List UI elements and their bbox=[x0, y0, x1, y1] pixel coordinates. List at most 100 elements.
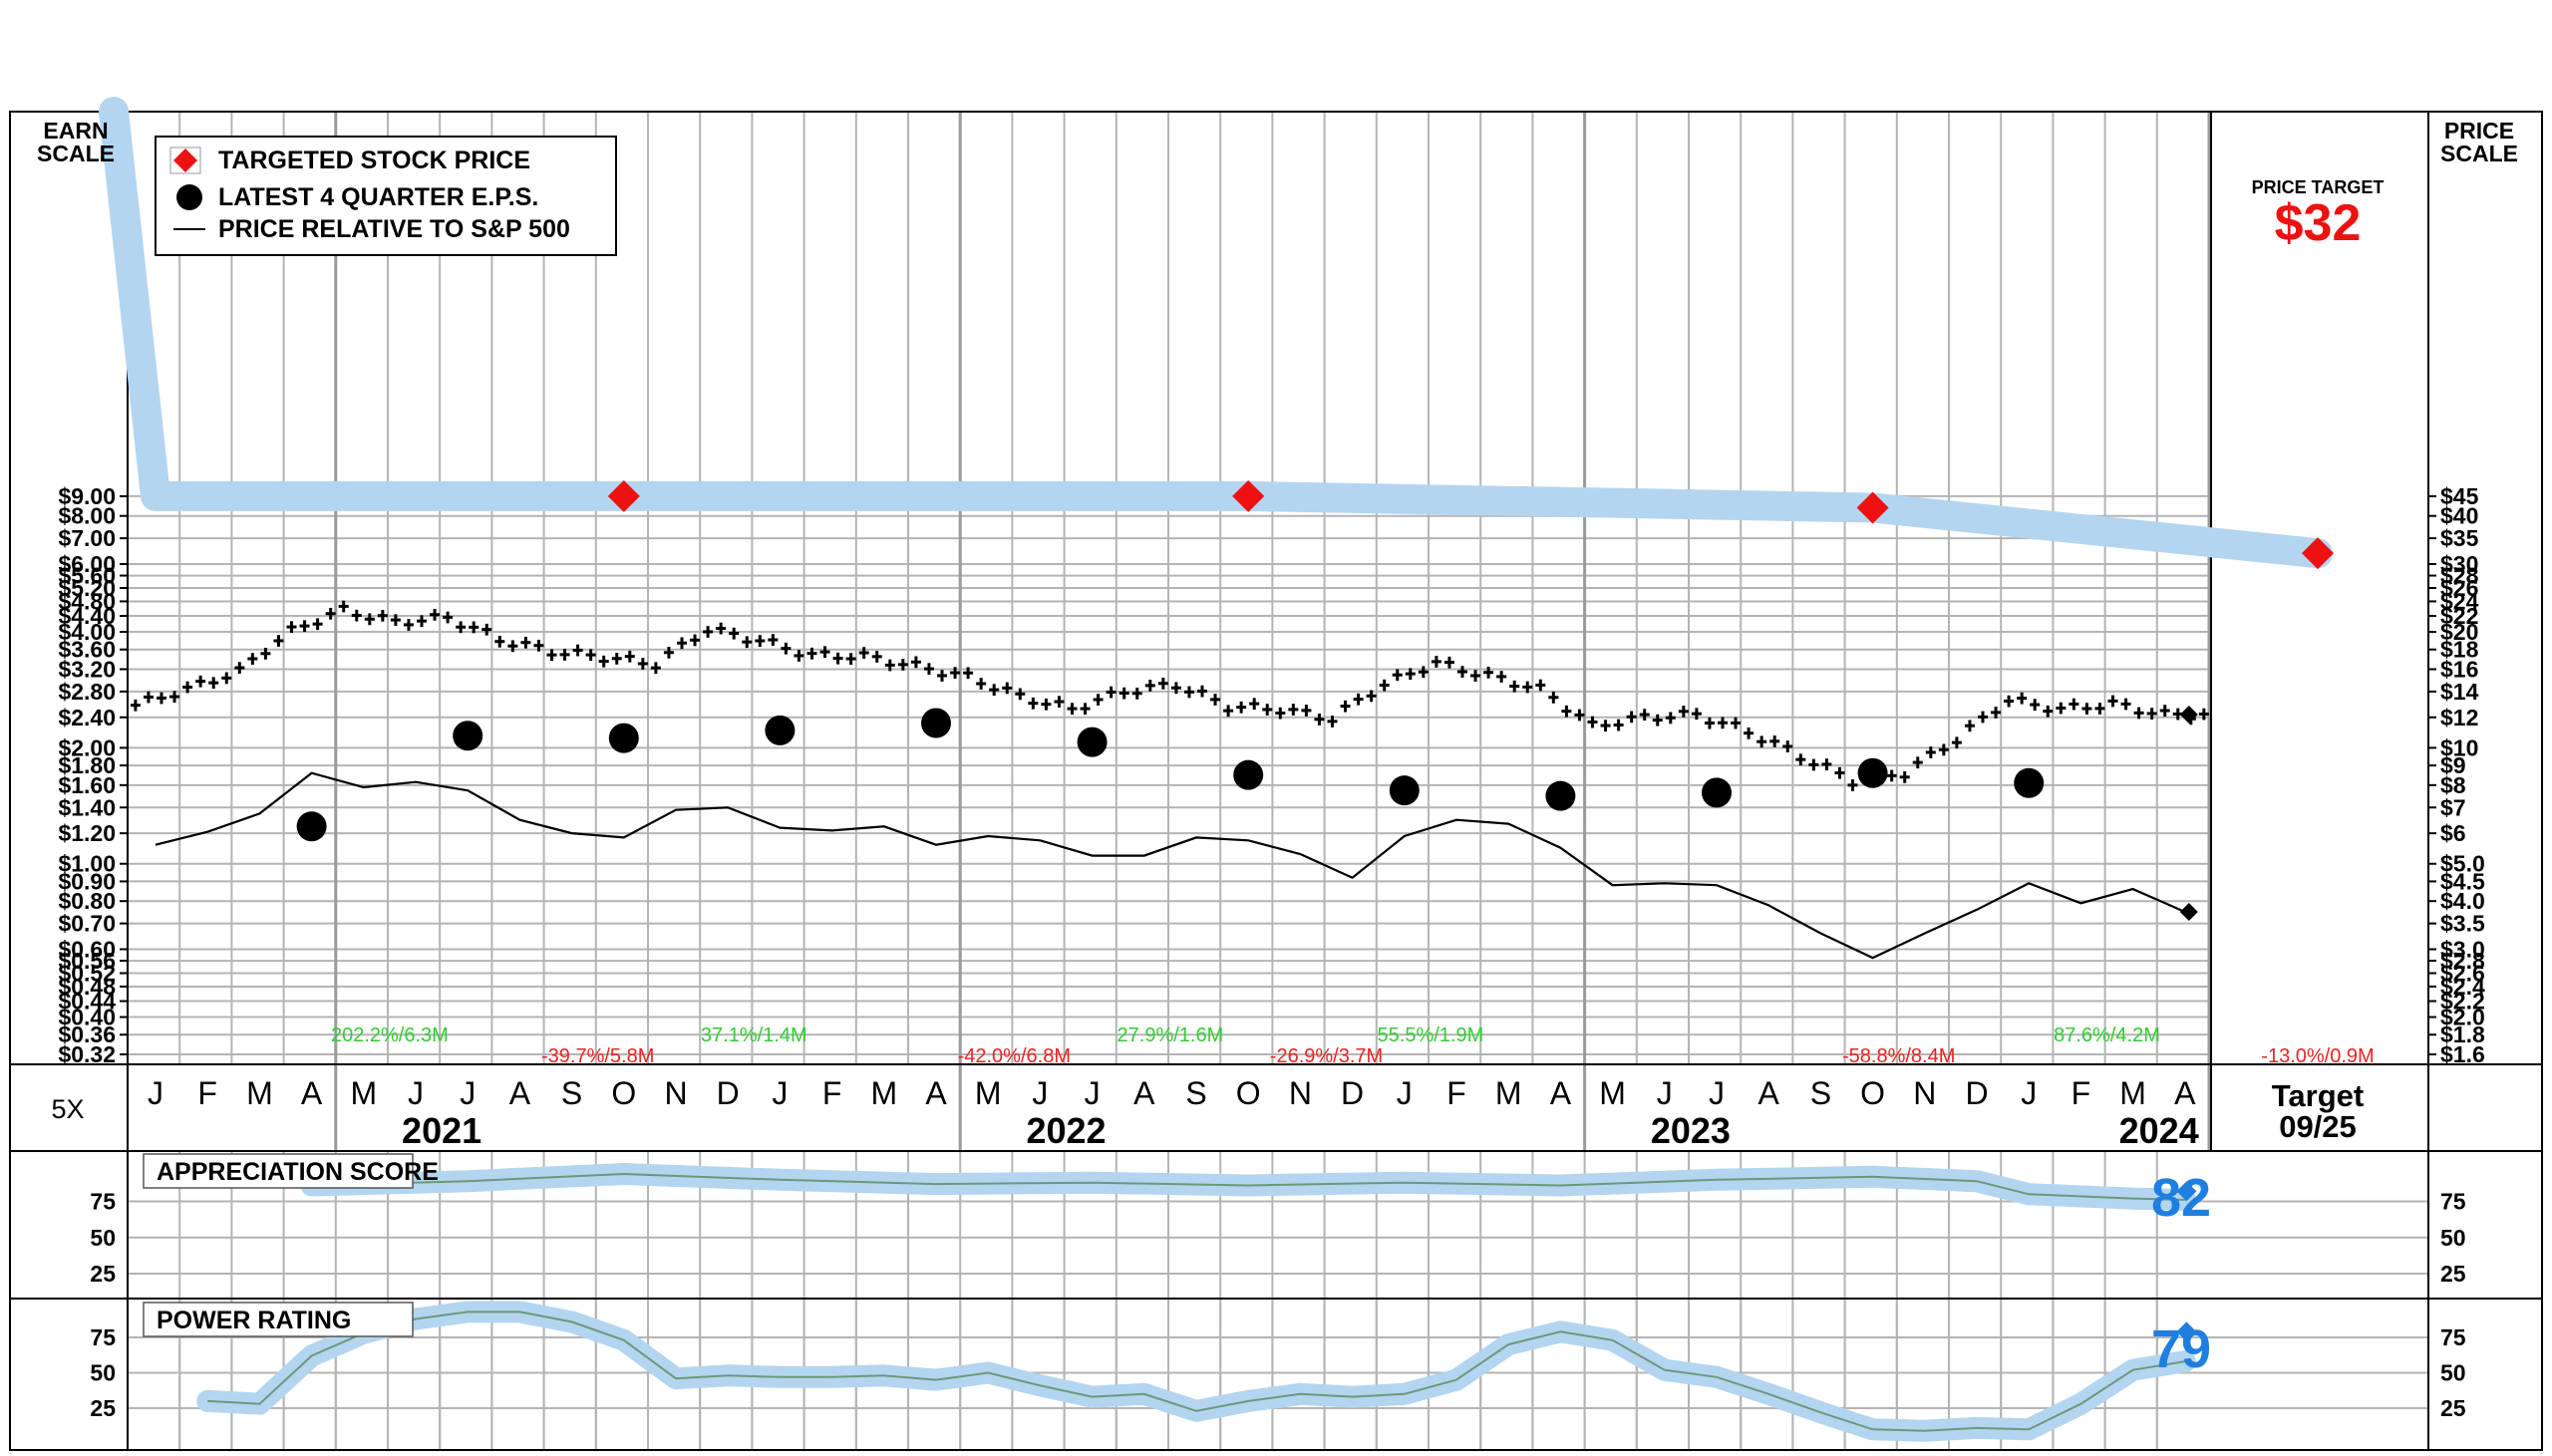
chart-frame bbox=[9, 111, 2543, 1451]
month-label: N bbox=[1289, 1075, 1312, 1111]
target-price-marker bbox=[607, 479, 640, 512]
power-rating-line bbox=[207, 1310, 2185, 1432]
earn-tick-label: $8.00 bbox=[58, 503, 116, 529]
eps-point bbox=[1233, 759, 1264, 790]
price-tick-label: $45 bbox=[2440, 483, 2479, 509]
volume-notes: 202.2%/6.3M -39.7%/5.8M 37.1%/1.4M -42.0%/6… bbox=[331, 1024, 2375, 1067]
earn-tick-label: $0.40 bbox=[58, 1005, 116, 1030]
price-tick-label: $1.6 bbox=[2440, 1041, 2485, 1067]
price-bars bbox=[130, 600, 2209, 791]
earn-tick-label: $5.60 bbox=[58, 563, 116, 589]
price-tick-label: $22 bbox=[2440, 603, 2478, 629]
power-rating-value: 79 bbox=[2151, 1319, 2211, 1379]
price-tick-label: $26 bbox=[2440, 575, 2478, 601]
price-tick-label: $20 bbox=[2440, 619, 2478, 645]
price-tick-label: $9 bbox=[2440, 752, 2466, 778]
month-label: J bbox=[408, 1075, 424, 1111]
month-label: S bbox=[561, 1075, 582, 1111]
score-tick-label-left: 50 bbox=[90, 1360, 116, 1386]
earn-tick-label: $4.80 bbox=[58, 588, 116, 614]
price-scale-axis: $45$40$35$30$28$26$24$22$20$18$16$14$12 $… bbox=[2428, 483, 2485, 1067]
chart-grid bbox=[127, 112, 2428, 1450]
earn-tick-label: $6.00 bbox=[58, 551, 116, 577]
month-label: J bbox=[1085, 1075, 1101, 1111]
price-tick-label: $24 bbox=[2440, 588, 2479, 614]
year-label: 2023 bbox=[1651, 1110, 1731, 1151]
score-tick-label-right: 50 bbox=[2440, 1225, 2466, 1251]
eps-point bbox=[765, 715, 796, 745]
price-tick-label: $12 bbox=[2440, 705, 2478, 730]
volume-note: -42.0%/6.8M bbox=[958, 1045, 1071, 1067]
svg-text:PRICE: PRICE bbox=[2444, 118, 2514, 144]
month-label: N bbox=[1913, 1075, 1936, 1111]
eps-point bbox=[1857, 757, 1888, 788]
power-rating-band bbox=[196, 1301, 2196, 1442]
earn-tick-label: $0.44 bbox=[58, 989, 116, 1015]
price-tick-label: $8 bbox=[2440, 772, 2466, 798]
month-label: M bbox=[870, 1075, 897, 1111]
score-tick-label-left: 25 bbox=[90, 1261, 116, 1287]
month-label: A bbox=[509, 1075, 531, 1111]
volume-note: -26.9%/3.7M bbox=[1270, 1045, 1383, 1067]
month-label: J bbox=[460, 1075, 476, 1111]
score-tick-label-right: 25 bbox=[2440, 1395, 2466, 1421]
earn-tick-label: $4.00 bbox=[58, 619, 116, 645]
price-tick-label: $14 bbox=[2440, 679, 2479, 705]
score-tick-label-right: 75 bbox=[2440, 1324, 2466, 1350]
price-tick-label: $2.6 bbox=[2440, 961, 2485, 987]
target-price-band-path bbox=[99, 97, 2333, 569]
target-price-marker bbox=[2302, 537, 2334, 570]
legend-label-targeted-price: TARGETED STOCK PRICE bbox=[218, 146, 530, 174]
month-label: A bbox=[1550, 1075, 1572, 1111]
appreciation-score-panel: 75 75 50 50 25 25 bbox=[90, 1163, 2466, 1287]
month-label: J bbox=[148, 1075, 163, 1111]
year-label: 2021 bbox=[402, 1110, 481, 1151]
eps-point bbox=[1077, 727, 1108, 757]
relative-last-marker bbox=[2179, 903, 2198, 922]
month-label: S bbox=[1185, 1075, 1206, 1111]
svg-text:EARN: EARN bbox=[43, 118, 108, 144]
eps-point bbox=[296, 811, 327, 842]
price-tick-label: $1.8 bbox=[2440, 1021, 2485, 1047]
earn-tick-label: $1.20 bbox=[58, 820, 116, 846]
month-label: A bbox=[925, 1075, 947, 1111]
month-label: D bbox=[717, 1075, 740, 1111]
appreciation-score-value: 82 bbox=[2151, 1168, 2211, 1228]
current-score-marker bbox=[2176, 1181, 2197, 1202]
month-label: A bbox=[2174, 1075, 2196, 1111]
price-last-marker bbox=[2179, 706, 2198, 725]
target-price-markers bbox=[607, 479, 2334, 570]
earn-tick-label: $1.80 bbox=[58, 752, 116, 778]
month-label: A bbox=[1133, 1075, 1155, 1111]
earn-scale-axis: $9.00$8.00$7.00$6.00$5.60$5.20$4.80$4.40… bbox=[58, 483, 128, 1067]
price-target-value: $32 bbox=[2275, 194, 2362, 252]
month-label: F bbox=[822, 1075, 842, 1111]
earn-tick-label: $1.00 bbox=[58, 851, 116, 877]
eps-series bbox=[296, 708, 2045, 842]
earn-tick-label: $3.60 bbox=[58, 637, 116, 663]
month-label: J bbox=[1709, 1075, 1725, 1111]
volume-note: 202.2%/6.3M bbox=[331, 1024, 449, 1046]
relative-strength-series bbox=[155, 771, 2198, 960]
target-column-label: Target bbox=[2272, 1078, 2364, 1113]
earn-tick-label: $0.80 bbox=[58, 888, 116, 914]
price-tick-label: $3.5 bbox=[2440, 911, 2485, 937]
volume-note: 37.1%/1.4M bbox=[701, 1024, 807, 1046]
earn-tick-label: $5.20 bbox=[58, 575, 116, 601]
price-tick-label: $28 bbox=[2440, 563, 2479, 589]
eps-point bbox=[608, 723, 639, 753]
target-price-band bbox=[99, 97, 2333, 569]
volume-note: 27.9%/1.6M bbox=[1117, 1024, 1224, 1046]
eps-point bbox=[1702, 777, 1732, 808]
eps-point bbox=[1389, 775, 1420, 806]
month-label: F bbox=[1446, 1075, 1466, 1111]
power-rating-title: POWER RATING bbox=[157, 1307, 351, 1334]
month-label: J bbox=[1657, 1075, 1673, 1111]
year-label: 2024 bbox=[2119, 1110, 2199, 1151]
svg-text:SCALE: SCALE bbox=[2440, 141, 2518, 166]
volume-note: 87.6%/4.2M bbox=[2054, 1024, 2160, 1046]
earn-tick-label: $1.60 bbox=[58, 772, 116, 798]
legend-label-relative: PRICE RELATIVE TO S&P 500 bbox=[218, 215, 570, 243]
earn-tick-label: $2.80 bbox=[58, 679, 116, 705]
